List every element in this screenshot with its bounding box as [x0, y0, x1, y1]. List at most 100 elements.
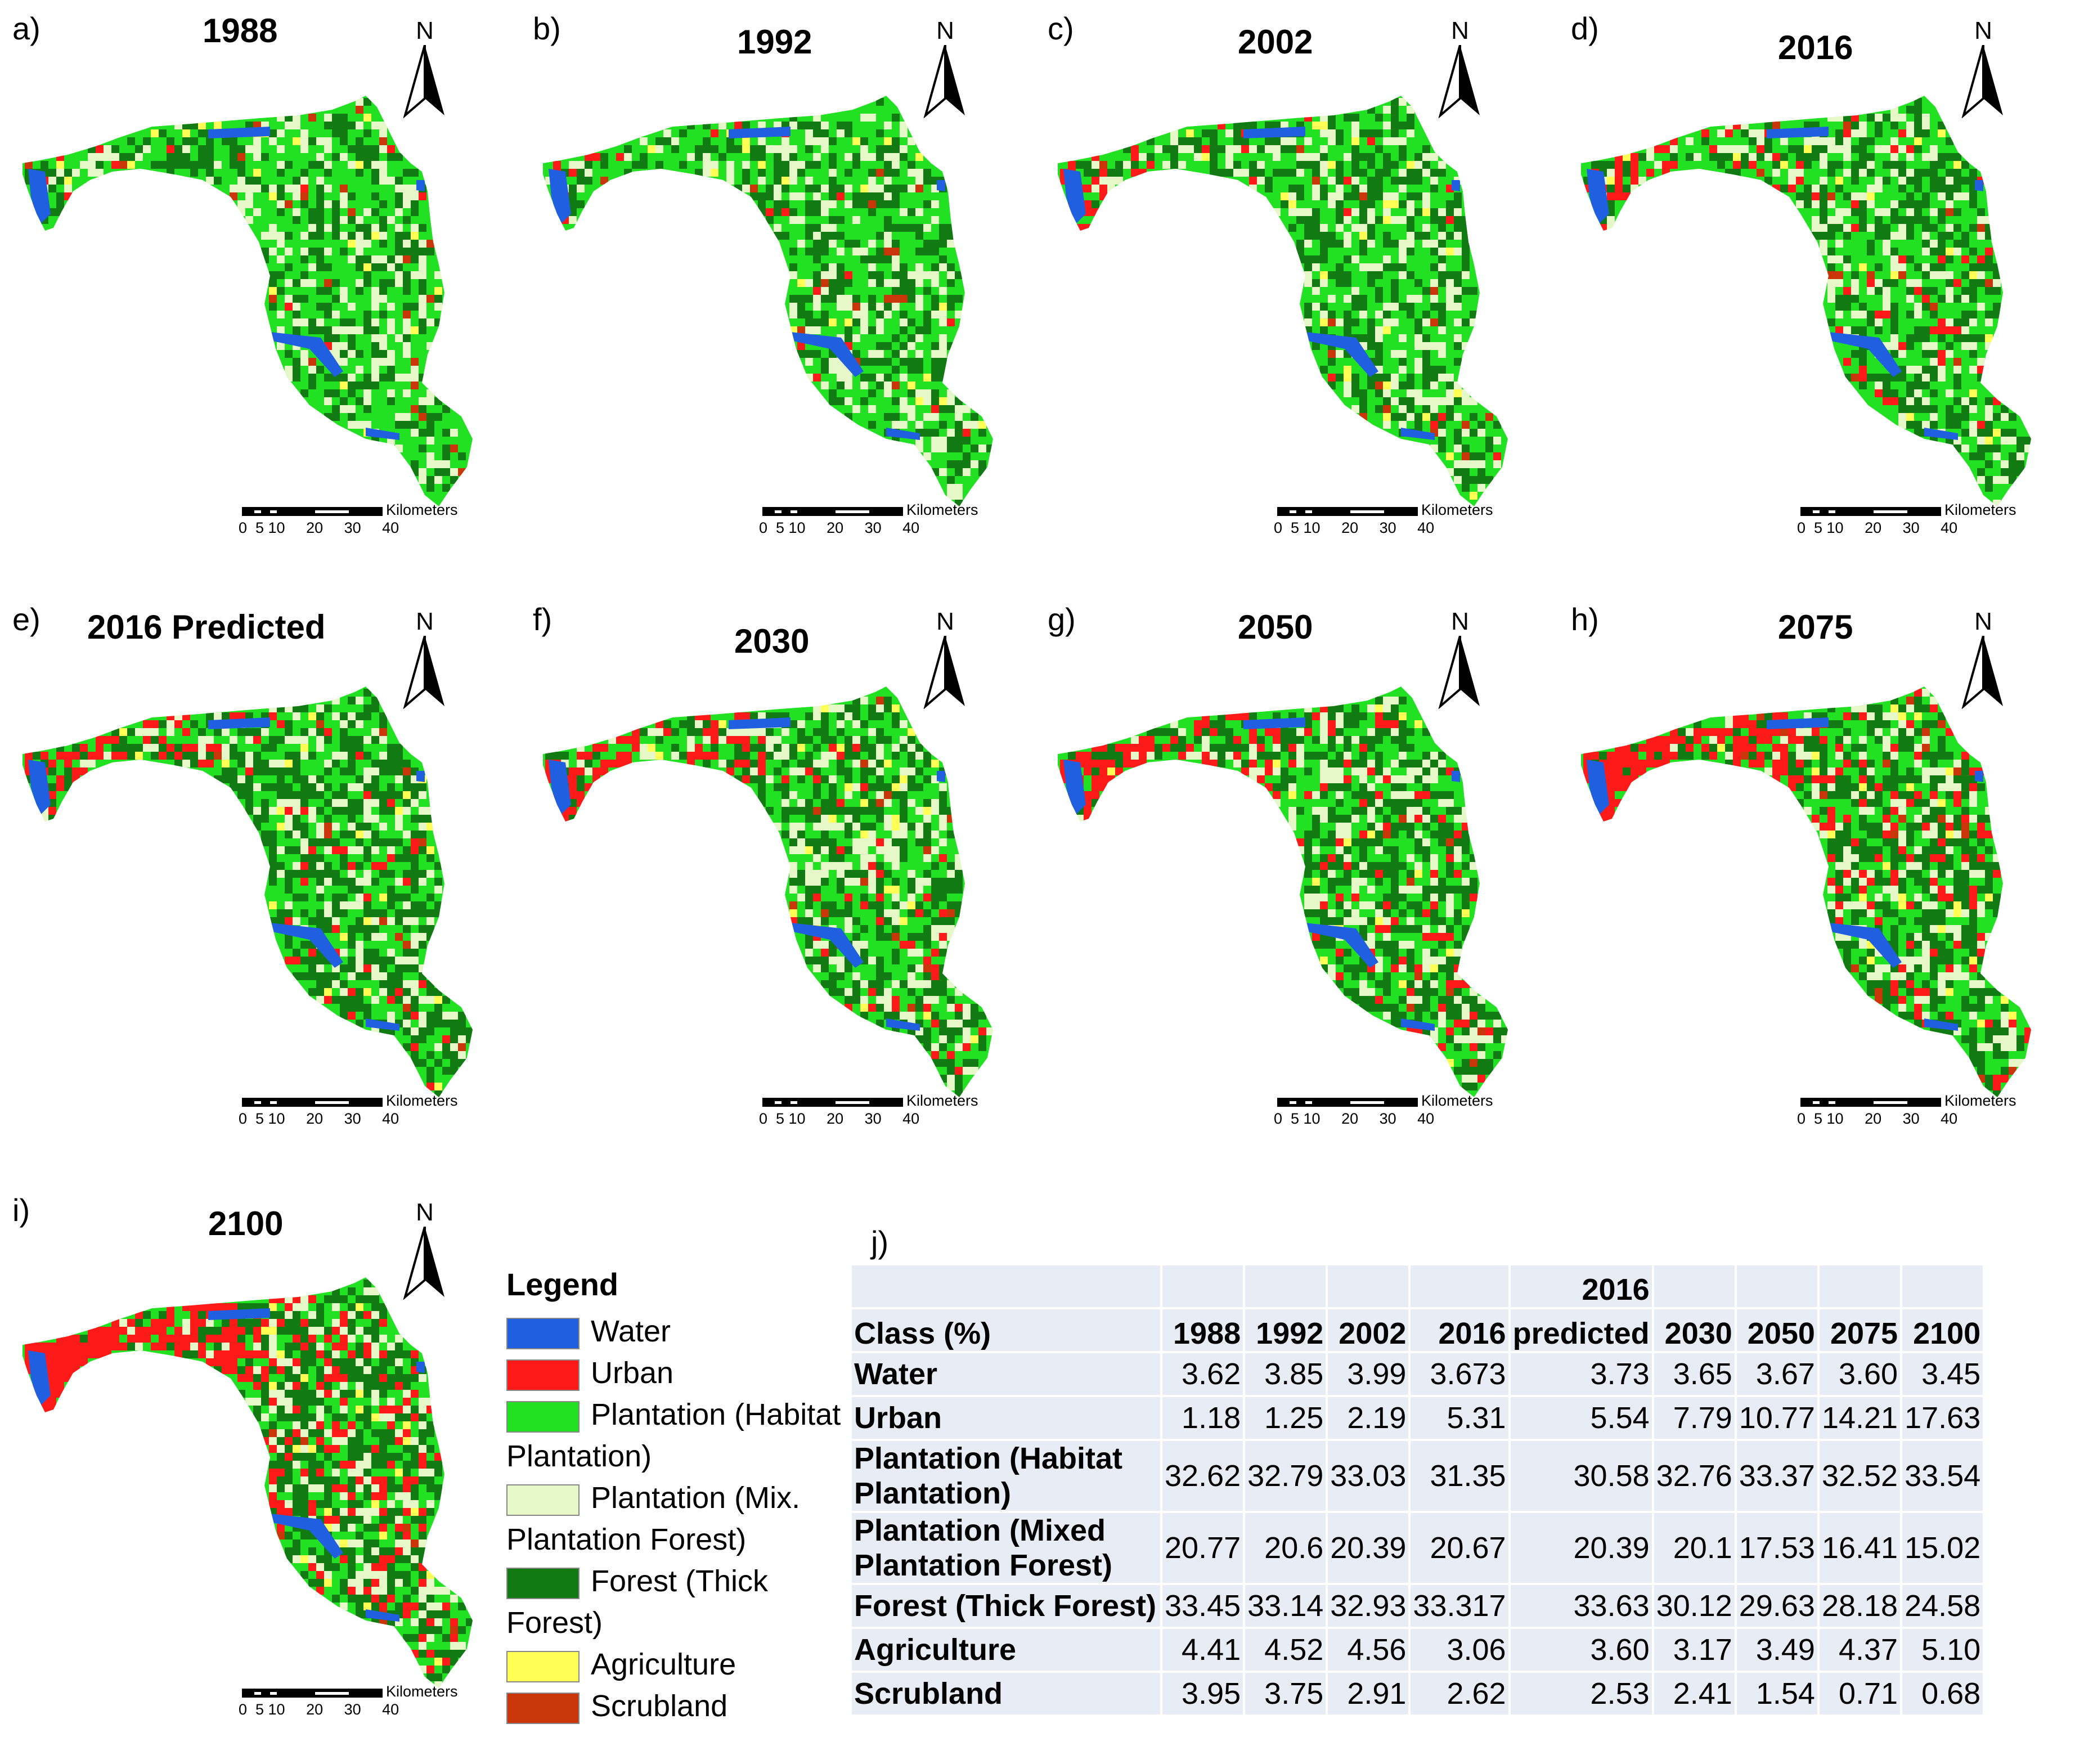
- map-panel: b) 1992 N Kilometers 0 5 10 20 30 40: [520, 0, 1027, 574]
- scale-ticks: 0 5 10 20 30 40: [1797, 1110, 1958, 1127]
- table-cell: 32.93: [1328, 1585, 1409, 1627]
- table-panel-label: j): [871, 1224, 889, 1260]
- table-cell: [1736, 1265, 1817, 1307]
- table-cell: [1902, 1265, 1983, 1307]
- scale-unit: Kilometers: [386, 501, 458, 518]
- table-cell: 17.63: [1902, 1397, 1983, 1439]
- legend-label: Plantation (Habitat Plantation): [506, 1398, 841, 1473]
- panel-title: 1988: [203, 12, 278, 50]
- legend-swatch: [506, 1484, 580, 1516]
- table-cell: 2075: [1819, 1309, 1901, 1351]
- table-cell: 24.58: [1902, 1585, 1983, 1627]
- panel-label: f): [533, 602, 553, 637]
- table-cell: 3.73: [1510, 1353, 1652, 1395]
- table-cell: 2.53: [1510, 1673, 1652, 1714]
- scale-unit: Kilometers: [1944, 501, 2016, 518]
- legend-swatch: [506, 1317, 580, 1349]
- table-cell: 33.63: [1510, 1585, 1652, 1627]
- table-cell: 3.67: [1736, 1353, 1817, 1395]
- scale-unit: Kilometers: [386, 1683, 458, 1700]
- table-cell: [1654, 1265, 1735, 1307]
- table-row: Plantation (Mixed Plantation Forest) 20.7…: [852, 1513, 1983, 1583]
- table-cell: 5.54: [1510, 1397, 1652, 1439]
- table-cell: 4.52: [1245, 1629, 1326, 1671]
- panel-title: 2075: [1778, 608, 1853, 646]
- north-label: N: [936, 17, 954, 44]
- table-cell: 32.52: [1819, 1441, 1901, 1511]
- scale-ticks: 0 5 10 20 30 40: [239, 519, 399, 536]
- table-cell: 14.21: [1819, 1397, 1901, 1439]
- legend-item: Plantation (Mix. Plantation Forest): [506, 1477, 844, 1560]
- table-cell: 20.39: [1510, 1513, 1652, 1583]
- table-cell: 4.37: [1819, 1629, 1901, 1671]
- table-cell: Scrubland: [852, 1673, 1160, 1714]
- table-cell: 33.317: [1411, 1585, 1508, 1627]
- table-cell: 30.58: [1510, 1441, 1652, 1511]
- table-cell: Class (%): [852, 1309, 1160, 1351]
- legend-label: Urban: [591, 1356, 674, 1390]
- legend-item: Agriculture: [506, 1644, 844, 1685]
- table-cell: 2.41: [1654, 1673, 1735, 1714]
- scale-ticks: 0 5 10 20 30 40: [1274, 519, 1435, 536]
- table-cell: 2050: [1736, 1309, 1817, 1351]
- table-cell: Agriculture: [852, 1629, 1160, 1671]
- north-label: N: [1451, 17, 1469, 44]
- table-cell: 5.31: [1411, 1397, 1508, 1439]
- scale-unit: Kilometers: [1421, 501, 1493, 518]
- land-cover-map: [23, 686, 473, 1097]
- table-cell: 20.1: [1654, 1513, 1735, 1583]
- scale-bar: Kilometers 0 5 10 20 30 40: [1274, 1092, 1513, 1134]
- table-cell: 2016: [1411, 1309, 1508, 1351]
- table-cell: 33.45: [1162, 1585, 1243, 1627]
- map-panel: d) 2016 N Kilometers 0 5 10 20 30 40: [1558, 0, 2065, 574]
- table-row: Forest (Thick Forest) 33.45 33.14 32.93 33.3…: [852, 1585, 1983, 1627]
- panel-label: a): [12, 11, 41, 46]
- scale-unit: Kilometers: [386, 1092, 458, 1109]
- table-cell: 3.99: [1328, 1353, 1409, 1395]
- north-label: N: [936, 608, 954, 635]
- land-cover-map: [1058, 96, 1508, 506]
- table-cell: 2002: [1328, 1309, 1409, 1351]
- panel-title: 2016 Predicted: [87, 608, 326, 646]
- table-cell: 30.12: [1654, 1585, 1735, 1627]
- panel-label: e): [12, 602, 41, 637]
- table-cell: 20.39: [1328, 1513, 1409, 1583]
- table-cell: 2.91: [1328, 1673, 1409, 1714]
- table-cell: Forest (Thick Forest): [852, 1585, 1160, 1627]
- table-cell: 4.56: [1328, 1629, 1409, 1671]
- table-cell: 20.6: [1245, 1513, 1326, 1583]
- panel-title: 2030: [734, 622, 810, 660]
- table-row: Urban 1.18 1.25 2.19 5.31 5.54 7.79 10.77 14.21 1…: [852, 1397, 1983, 1439]
- table-cell: 3.65: [1654, 1353, 1735, 1395]
- north-arrow-icon: N: [1958, 17, 2009, 118]
- table-cell: 32.79: [1245, 1441, 1326, 1511]
- map-panel: a) 1988 N Kilometers 0 5 10 20 30 40: [0, 0, 506, 574]
- legend-label: Scrubland: [591, 1689, 728, 1723]
- scale-unit: Kilometers: [1944, 1092, 2016, 1109]
- table-cell: 4.41: [1162, 1629, 1243, 1671]
- land-cover-map: [23, 1277, 473, 1688]
- table-cell: [1162, 1265, 1243, 1307]
- scale-ticks: 0 5 10 20 30 40: [1274, 1110, 1435, 1127]
- table-cell: 2016: [1510, 1265, 1652, 1307]
- scale-bar: Kilometers 0 5 10 20 30 40: [239, 1683, 478, 1725]
- panel-label: b): [533, 11, 561, 46]
- table-cell: 2.19: [1328, 1397, 1409, 1439]
- table-cell: 0.68: [1902, 1673, 1983, 1714]
- table-cell: 3.60: [1819, 1353, 1901, 1395]
- table-cell: 10.77: [1736, 1397, 1817, 1439]
- legend-swatch: [506, 1692, 580, 1724]
- legend-item: Plantation (Habitat Plantation): [506, 1394, 844, 1477]
- map-panel: e) 2016 Predicted N Kilometers 0 5 10 20 30 …: [0, 591, 506, 1165]
- table-cell: 31.35: [1411, 1441, 1508, 1511]
- table-cell: Plantation (Mixed Plantation Forest): [852, 1513, 1160, 1583]
- table-cell: 32.62: [1162, 1441, 1243, 1511]
- table-cell: 1.54: [1736, 1673, 1817, 1714]
- map-panel: h) 2075 N Kilometers 0 5 10 20 30 40: [1558, 591, 2065, 1165]
- legend-swatch: [506, 1401, 580, 1433]
- table-cell: Plantation (Habitat Plantation): [852, 1441, 1160, 1511]
- scale-bar: Kilometers 0 5 10 20 30 40: [1274, 501, 1513, 543]
- table-cell: 3.673: [1411, 1353, 1508, 1395]
- north-label: N: [416, 17, 434, 44]
- north-label: N: [416, 1199, 434, 1226]
